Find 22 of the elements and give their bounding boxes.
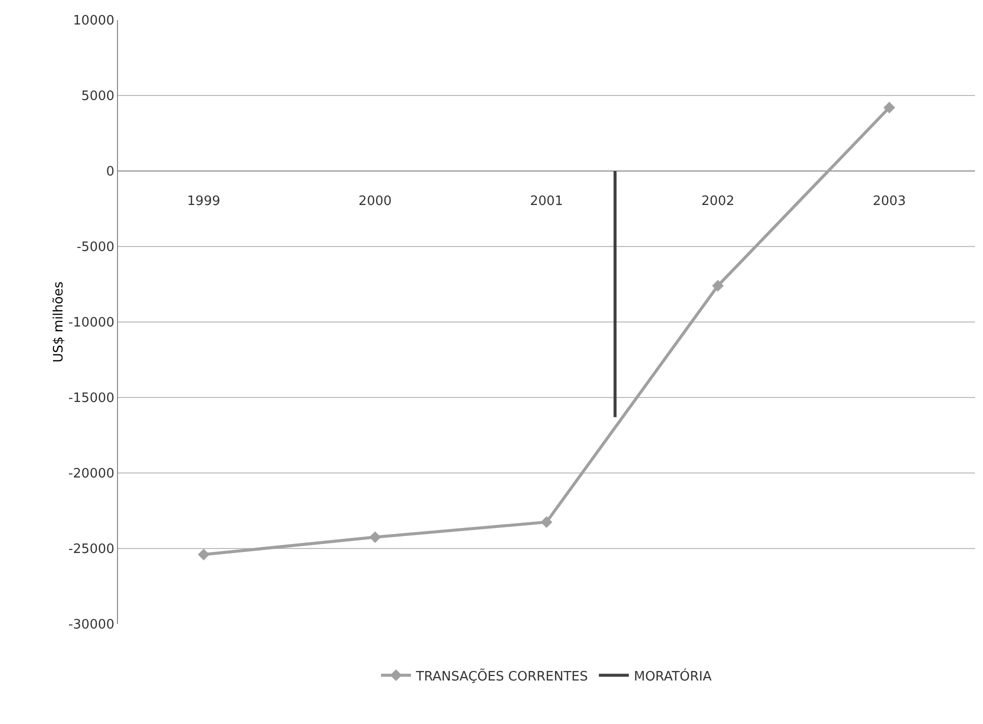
y-tick-label: -30000 bbox=[68, 618, 114, 633]
y-tick-label: -20000 bbox=[68, 466, 114, 482]
y-tick-label: -10000 bbox=[68, 316, 114, 331]
y-tick-label: -5000 bbox=[76, 240, 114, 256]
point bbox=[369, 531, 381, 544]
y-tick-label: 5000 bbox=[81, 89, 114, 104]
y-tick-label: 10000 bbox=[73, 14, 114, 29]
legend-label: TRANSAÇÕES CORRENTES bbox=[415, 668, 588, 684]
y-tick-label: -15000 bbox=[68, 391, 114, 406]
x-tick-label: 2003 bbox=[872, 194, 906, 209]
x-tick-label: 2002 bbox=[701, 194, 734, 209]
point bbox=[712, 280, 724, 292]
y-axis-title: US$ milhões bbox=[51, 281, 66, 363]
x-tick-label: 2000 bbox=[358, 194, 392, 209]
point bbox=[198, 548, 210, 560]
x-tick-label: 2001 bbox=[530, 194, 564, 209]
y-tick-label: -25000 bbox=[68, 542, 114, 558]
legend-label: MORATÓRIA bbox=[634, 667, 712, 684]
y-tick-label: 0 bbox=[106, 164, 114, 180]
point bbox=[883, 102, 896, 114]
x-tick-label: 1999 bbox=[187, 194, 220, 209]
point bbox=[540, 516, 552, 528]
